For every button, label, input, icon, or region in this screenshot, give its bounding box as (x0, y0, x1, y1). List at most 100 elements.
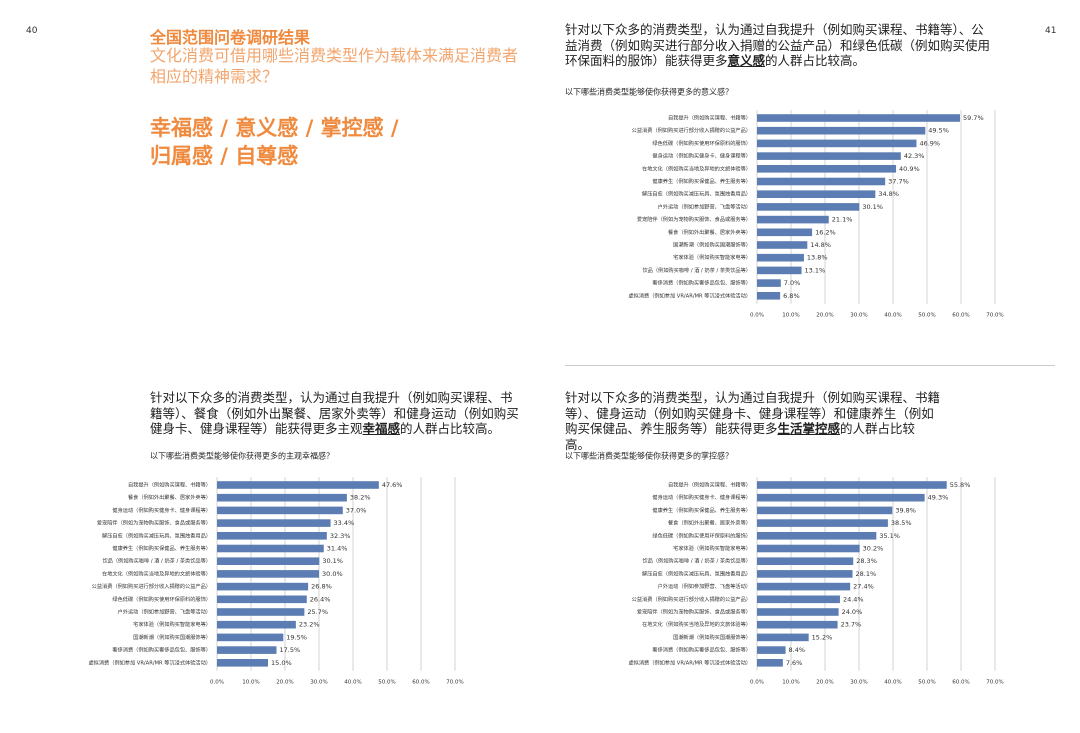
value-label: 42.3% (904, 152, 925, 160)
bar (217, 519, 331, 527)
keywords: 幸福感 / 意义感 / 掌控感 / (150, 116, 399, 140)
bar (217, 595, 307, 604)
section-title: 全国范围问卷调研结果 (150, 28, 311, 47)
text: 的人群占比较高。 (765, 53, 866, 68)
x-tick-label: 10.0% (242, 679, 259, 685)
bar (757, 557, 854, 565)
value-label: 40.9% (899, 165, 920, 173)
category-label: 奢侈消费（例如购买奢侈品包包、服饰等） (652, 279, 751, 287)
x-tick-label: 70.0% (986, 312, 1003, 318)
category-label: 宅家体验（例如购买智能家电等） (133, 620, 211, 628)
x-tick-label: 0.0% (210, 679, 224, 685)
x-tick-label: 40.0% (884, 679, 901, 685)
value-label: 13.1% (805, 266, 826, 274)
bar (217, 506, 343, 515)
bar (217, 633, 284, 642)
category-label: 自我提升（例如购买课程、书籍等） (668, 481, 751, 489)
bar (757, 659, 783, 667)
x-tick-label: 30.0% (850, 312, 867, 318)
value-label: 8.4% (789, 646, 806, 654)
bar (757, 582, 851, 591)
category-label: 公益消费（例如购买进行部分收入捐赠的公益产品） (632, 126, 751, 134)
value-label: 19.5% (286, 633, 307, 641)
value-label: 21.1% (832, 216, 853, 224)
value-label: 49.3% (928, 494, 949, 502)
bar (757, 279, 781, 287)
category-label: 爱宠陪伴（例如为宠物购买服饰、食品或服务等） (637, 608, 751, 616)
category-label: 在地文化（例如购买当地及异地的文旅体验等） (642, 620, 751, 628)
value-label: 38.2% (350, 494, 371, 502)
category-label: 爱宠陪伴（例如为宠物购买服饰、食品或服务等） (637, 215, 751, 223)
bar (757, 519, 888, 527)
x-tick-label: 40.0% (884, 312, 901, 318)
category-label: 虚拟消费（例如参加 VR/AR/MR 等沉浸式体验活动） (628, 658, 751, 666)
category-label: 健身运动（例如购买健身卡、健身课程等） (652, 493, 751, 501)
category-label: 在地文化（例如购买当地及异地的文旅体验等） (102, 569, 211, 577)
value-label: 15.2% (812, 633, 833, 641)
bar (757, 608, 839, 616)
chart-title: 以下哪些消费类型能够使你获得更多的主观幸福感？ (150, 451, 334, 461)
bar (217, 557, 320, 565)
x-tick-label: 10.0% (782, 312, 799, 318)
category-label: 户外运动（例如参加野营、飞盘等活动） (118, 608, 211, 616)
value-label: 7.6% (786, 659, 803, 667)
bar (757, 228, 813, 237)
category-label: 绿色低碳（例如购买使用环保原料的服饰） (652, 531, 751, 539)
value-label: 37.0% (346, 506, 367, 514)
value-label: 30.1% (322, 557, 343, 565)
value-label: 32.3% (330, 532, 351, 540)
category-label: 户外运动（例如参加野营、飞盘等活动） (658, 582, 751, 590)
category-label: 餐食（例如外出聚餐、居家外卖等） (128, 493, 211, 501)
value-label: 39.8% (895, 506, 916, 514)
bar (757, 152, 901, 160)
x-tick-label: 30.0% (310, 679, 327, 685)
x-tick-label: 60.0% (952, 679, 969, 685)
value-label: 30.2% (863, 545, 884, 553)
bar (757, 595, 840, 604)
text: 针对以下众多的消费类型，认为通过自我提升（例如购买课程、书籍等）、公益消费（例如… (565, 22, 991, 68)
x-tick-label: 0.0% (750, 679, 764, 685)
bar (217, 582, 309, 591)
category-label: 健康养生（例如购买保健品、养生服务等） (652, 506, 751, 514)
bar (757, 215, 829, 224)
value-label: 28.3% (856, 557, 877, 565)
value-label: 27.4% (853, 583, 874, 591)
emphasis: 生活掌控感 (777, 421, 841, 436)
x-tick-label: 60.0% (952, 312, 969, 318)
value-label: 37.7% (888, 178, 909, 186)
value-label: 26.8% (311, 583, 332, 591)
bar (217, 481, 379, 489)
value-label: 46.9% (919, 139, 940, 147)
bar (757, 532, 877, 540)
x-tick-label: 10.0% (782, 679, 799, 685)
bar (217, 608, 305, 616)
category-label: 绿色低碳（例如购买使用环保原料的服饰） (652, 139, 751, 147)
bar (757, 292, 781, 300)
bar (757, 114, 960, 122)
bar (757, 506, 893, 515)
category-label: 解压自愈（例如购买减压玩具、氛围烛香用品） (102, 531, 211, 539)
bar (757, 203, 860, 211)
x-tick-label: 50.0% (918, 312, 935, 318)
value-label: 55.8% (950, 481, 971, 489)
bar (757, 481, 947, 489)
divider (565, 365, 1055, 366)
value-label: 30.0% (322, 570, 343, 578)
category-label: 在地文化（例如购买当地及异地的文旅体验等） (642, 164, 751, 172)
value-label: 23.7% (841, 621, 862, 629)
x-tick-label: 40.0% (344, 679, 361, 685)
bar (757, 633, 809, 642)
bar (757, 190, 876, 198)
x-tick-label: 70.0% (446, 679, 463, 685)
category-label: 虚拟消费（例如参加 VR/AR/MR 等沉浸式体验活动） (88, 658, 211, 666)
value-label: 15.0% (271, 659, 292, 667)
text: 的人群占比较高。 (565, 421, 916, 452)
category-label: 餐食（例如外出聚餐、居家外卖等） (668, 519, 751, 527)
category-label: 饮品（例如购买咖啡 / 酒 / 奶茶 / 茶类饮品等） (642, 557, 751, 565)
chart-title: 以下哪些消费类型能够使你获得更多的掌控感？ (565, 451, 733, 461)
bar (217, 544, 324, 553)
section-subtitle: 文化消费可借用哪些消费类型作为载体来满足消费者相应的精神需求？ (150, 46, 519, 86)
x-tick-label: 70.0% (986, 679, 1003, 685)
